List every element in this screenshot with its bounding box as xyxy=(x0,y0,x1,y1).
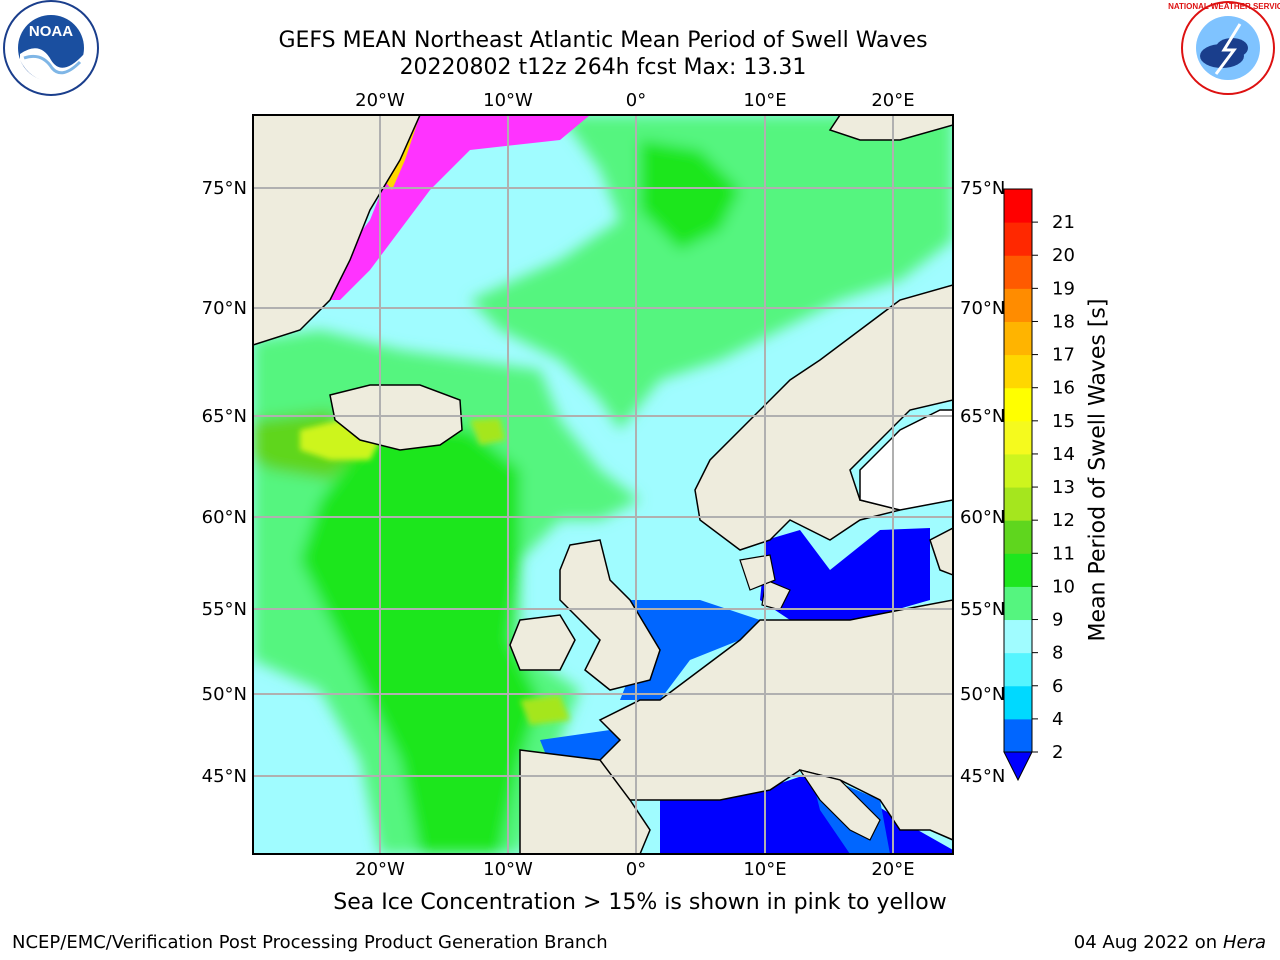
svg-text:NOAA: NOAA xyxy=(29,23,73,40)
colorbar-segment xyxy=(1004,354,1032,389)
lat-label-right: 55°N xyxy=(960,599,1005,620)
colorbar-tick-label: 19 xyxy=(1052,278,1075,299)
lat-label-left: 45°N xyxy=(202,766,247,787)
lon-label-bottom: 0° xyxy=(626,859,646,880)
colorbar-segment xyxy=(1004,553,1032,587)
colorbar-segment xyxy=(1004,420,1032,455)
colorbar-segment xyxy=(1004,487,1032,521)
map-frame xyxy=(252,114,954,855)
colorbar-segment xyxy=(1004,685,1032,720)
colorbar-tick-label: 16 xyxy=(1052,378,1075,399)
colorbar-tick-label: 8 xyxy=(1052,643,1063,664)
date-stamp: 04 Aug 2022 on Hera xyxy=(1074,932,1266,953)
lat-label-right: 65°N xyxy=(960,406,1005,427)
lon-label-bottom: 10°W xyxy=(483,859,533,880)
chart-subtitle: 20220802 t12z 264h fcst Max: 13.31 xyxy=(399,55,807,80)
lat-label-right: 75°N xyxy=(960,178,1005,199)
lat-label-left: 70°N xyxy=(202,298,247,319)
colorbar-tick-label: 4 xyxy=(1052,709,1063,730)
lat-label-right: 60°N xyxy=(960,507,1005,528)
colorbar-tick-label: 9 xyxy=(1052,610,1063,631)
colorbar-tick-label: 12 xyxy=(1052,510,1075,531)
colorbar-frame xyxy=(1003,188,1033,753)
colorbar-segment xyxy=(1004,652,1032,687)
host-name: Hera xyxy=(1222,932,1266,953)
colorbar-tick-label: 20 xyxy=(1052,245,1075,266)
graticule xyxy=(253,115,953,854)
colorbar-segment xyxy=(1004,222,1032,256)
lon-label-bottom: 10°E xyxy=(743,859,786,880)
lon-label-top: 10°E xyxy=(743,90,786,111)
lat-label-left: 75°N xyxy=(202,178,247,199)
colorbar-segment xyxy=(1004,189,1032,223)
colorbar-segment xyxy=(1004,321,1032,356)
map-field xyxy=(253,115,953,854)
lat-label-left: 55°N xyxy=(202,599,247,620)
colorbar-segment xyxy=(1004,453,1032,488)
lon-label-top: 20°W xyxy=(355,90,405,111)
colorbar-tick-label: 13 xyxy=(1052,477,1075,498)
colorbar-segment xyxy=(1004,619,1032,654)
lat-label-left: 65°N xyxy=(202,406,247,427)
colorbar-tick-label: 17 xyxy=(1052,345,1075,366)
lat-label-left: 50°N xyxy=(202,684,247,705)
colorbar-segment xyxy=(1004,586,1032,621)
lon-label-bottom: 20°W xyxy=(355,859,405,880)
colorbar-title: Mean Period of Swell Waves [s] xyxy=(1085,298,1111,642)
chart-title: GEFS MEAN Northeast Atlantic Mean Period… xyxy=(278,28,928,53)
lon-label-bottom: 20°E xyxy=(871,859,914,880)
colorbar-tick-label: 15 xyxy=(1052,411,1075,432)
lat-label-right: 50°N xyxy=(960,684,1005,705)
colorbar-segment xyxy=(1004,520,1032,554)
colorbar: 2 4 6 8 9 10 11 12 13 14 15 16 17 18 19 20 21 xyxy=(1003,188,1075,782)
colorbar-segment xyxy=(1004,288,1032,322)
colorbar-segment xyxy=(1004,255,1032,289)
sea-ice-note: Sea Ice Concentration > 15% is shown in … xyxy=(333,890,947,915)
colorbar-tick-label: 6 xyxy=(1052,676,1063,697)
credit-text: NCEP/EMC/Verification Post Processing Pr… xyxy=(12,932,608,953)
svg-text:NATIONAL WEATHER SERVICE: NATIONAL WEATHER SERVICE xyxy=(1168,2,1280,11)
date-text: 04 Aug 2022 on xyxy=(1073,932,1218,953)
lat-label-right: 70°N xyxy=(960,298,1005,319)
colorbar-tick-label: 18 xyxy=(1052,311,1075,332)
colorbar-tick-label: 14 xyxy=(1052,444,1075,465)
lon-label-top: 10°W xyxy=(483,90,533,111)
colorbar-tick-label: 21 xyxy=(1052,212,1075,233)
lat-label-left: 60°N xyxy=(202,507,247,528)
colorbar-tick-label: 2 xyxy=(1052,742,1063,763)
nws-logo: NATIONAL WEATHER SERVICE xyxy=(1168,1,1280,95)
colorbar-segment xyxy=(1004,387,1032,422)
noaa-logo: NOAA xyxy=(3,0,99,96)
lat-label-right: 45°N xyxy=(960,766,1005,787)
colorbar-tick-label: 10 xyxy=(1052,576,1075,597)
colorbar-tick-label: 11 xyxy=(1052,543,1075,564)
colorbar-extend-arrow xyxy=(1003,751,1033,782)
lon-label-top: 0° xyxy=(626,90,646,111)
lon-label-top: 20°E xyxy=(871,90,914,111)
colorbar-segment xyxy=(1004,718,1032,753)
